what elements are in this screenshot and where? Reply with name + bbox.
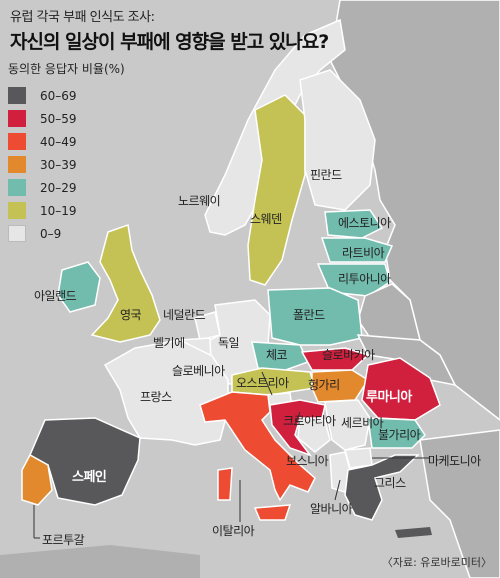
- label-netherlands: 네덜란드: [163, 308, 206, 322]
- legend-label: 30–39: [40, 157, 77, 172]
- country-romania: [361, 357, 441, 421]
- legend-item: 40–49: [8, 130, 125, 153]
- label-bulgaria: 불가리아: [378, 428, 421, 442]
- label-slovenia: 슬로베니아: [172, 364, 225, 378]
- legend-label: 40–49: [40, 134, 77, 149]
- label-belgium: 벨기에: [153, 336, 185, 350]
- label-lithuania: 리투아니아: [338, 272, 391, 286]
- greece-crete: [395, 527, 432, 538]
- country-latvia: [320, 237, 394, 263]
- legend-title: 동의한 응답자 비율(%): [8, 62, 125, 76]
- legend-item: 20–29: [8, 176, 125, 199]
- legend-item: 60–69: [8, 84, 125, 107]
- legend-swatch: [8, 225, 26, 242]
- label-croatia: 크로아티아: [283, 414, 336, 428]
- country-czech: [251, 341, 310, 373]
- label-germany: 독일: [218, 336, 240, 350]
- legend-label: 50–59: [40, 111, 77, 126]
- label-france: 프랑스: [140, 390, 172, 404]
- legend-label: 0–9: [40, 226, 62, 241]
- country-france: [103, 339, 229, 446]
- country-italy: [199, 391, 316, 502]
- label-hungary: 헝가리: [308, 378, 340, 392]
- label-albania: 알바니아: [310, 502, 353, 516]
- label-finland: 핀란드: [310, 168, 342, 182]
- country-bosnia: [297, 417, 331, 453]
- legend-swatch: [8, 133, 26, 150]
- label-poland: 폴란드: [293, 308, 325, 322]
- label-sweden: 스웨덴: [250, 212, 282, 226]
- country-ireland: [57, 261, 101, 313]
- country-bulgaria: [367, 417, 426, 449]
- label-czech: 체코: [266, 348, 288, 362]
- label-uk: 영국: [120, 308, 142, 322]
- label-greece: 그리스: [374, 476, 406, 490]
- legend: 동의한 응답자 비율(%) 60–69 50–59 40–49 30–39 20…: [8, 60, 125, 245]
- label-latvia: 라트비아: [342, 246, 385, 260]
- legend-swatch: [8, 156, 26, 173]
- country-uk: [90, 223, 161, 343]
- source-note: 〈자료: 유로바로미터〉: [381, 556, 492, 569]
- legend-item: 0–9: [8, 222, 125, 245]
- ukraine-land: [356, 334, 457, 387]
- legend-label: 20–29: [40, 180, 77, 195]
- leader-albania: [334, 479, 341, 501]
- label-slovakia: 슬로바키아: [322, 348, 375, 362]
- page-title: 자신의 일상이 부패에 영향을 받고 있나요?: [10, 31, 329, 53]
- label-italy: 이탈리아: [212, 524, 255, 538]
- legend-item: 30–39: [8, 153, 125, 176]
- turkey-land: [419, 429, 500, 578]
- country-slovakia: [300, 347, 370, 371]
- header: 유럽 각국 부패 인식도 조사: 자신의 일상이 부패에 영향을 받고 있나요?: [10, 6, 329, 54]
- label-norway: 노르웨이: [178, 194, 221, 208]
- legend-item: 50–59: [8, 107, 125, 130]
- legend-label: 60–69: [40, 88, 77, 103]
- label-ireland: 아일랜드: [34, 289, 77, 303]
- legend-swatch: [8, 179, 26, 196]
- italy-sicily: [253, 504, 292, 521]
- country-sweden: [247, 94, 306, 286]
- label-serbia: 세르비아: [341, 416, 384, 430]
- label-bosnia: 보스니아: [286, 454, 329, 468]
- legend-swatch: [8, 87, 26, 104]
- north-africa-land: [0, 545, 200, 578]
- label-estonia: 에스토니아: [338, 216, 391, 230]
- legend-label: 10–19: [40, 203, 77, 218]
- leader-croatia: [294, 411, 301, 426]
- label-spain: 스페인: [72, 470, 107, 485]
- country-poland: [267, 287, 363, 346]
- country-serbia: [324, 399, 371, 451]
- legend-swatch: [8, 110, 26, 127]
- country-croatia: [269, 399, 326, 457]
- country-portugal: [21, 453, 53, 506]
- label-austria: 오스트리아: [236, 376, 289, 390]
- country-finland: [299, 69, 376, 211]
- supertitle: 유럽 각국 부패 인식도 조사:: [10, 10, 155, 25]
- legend-swatch: [8, 202, 26, 219]
- country-estonia: [324, 209, 384, 239]
- label-macedonia: 마케도니아: [428, 454, 481, 468]
- label-portugal: 포르투갈: [42, 533, 85, 547]
- leader-slovenia: [261, 371, 273, 396]
- italy-sardinia: [217, 467, 233, 501]
- legend-item: 10–19: [8, 199, 125, 222]
- label-romania: 루마니아: [366, 390, 412, 405]
